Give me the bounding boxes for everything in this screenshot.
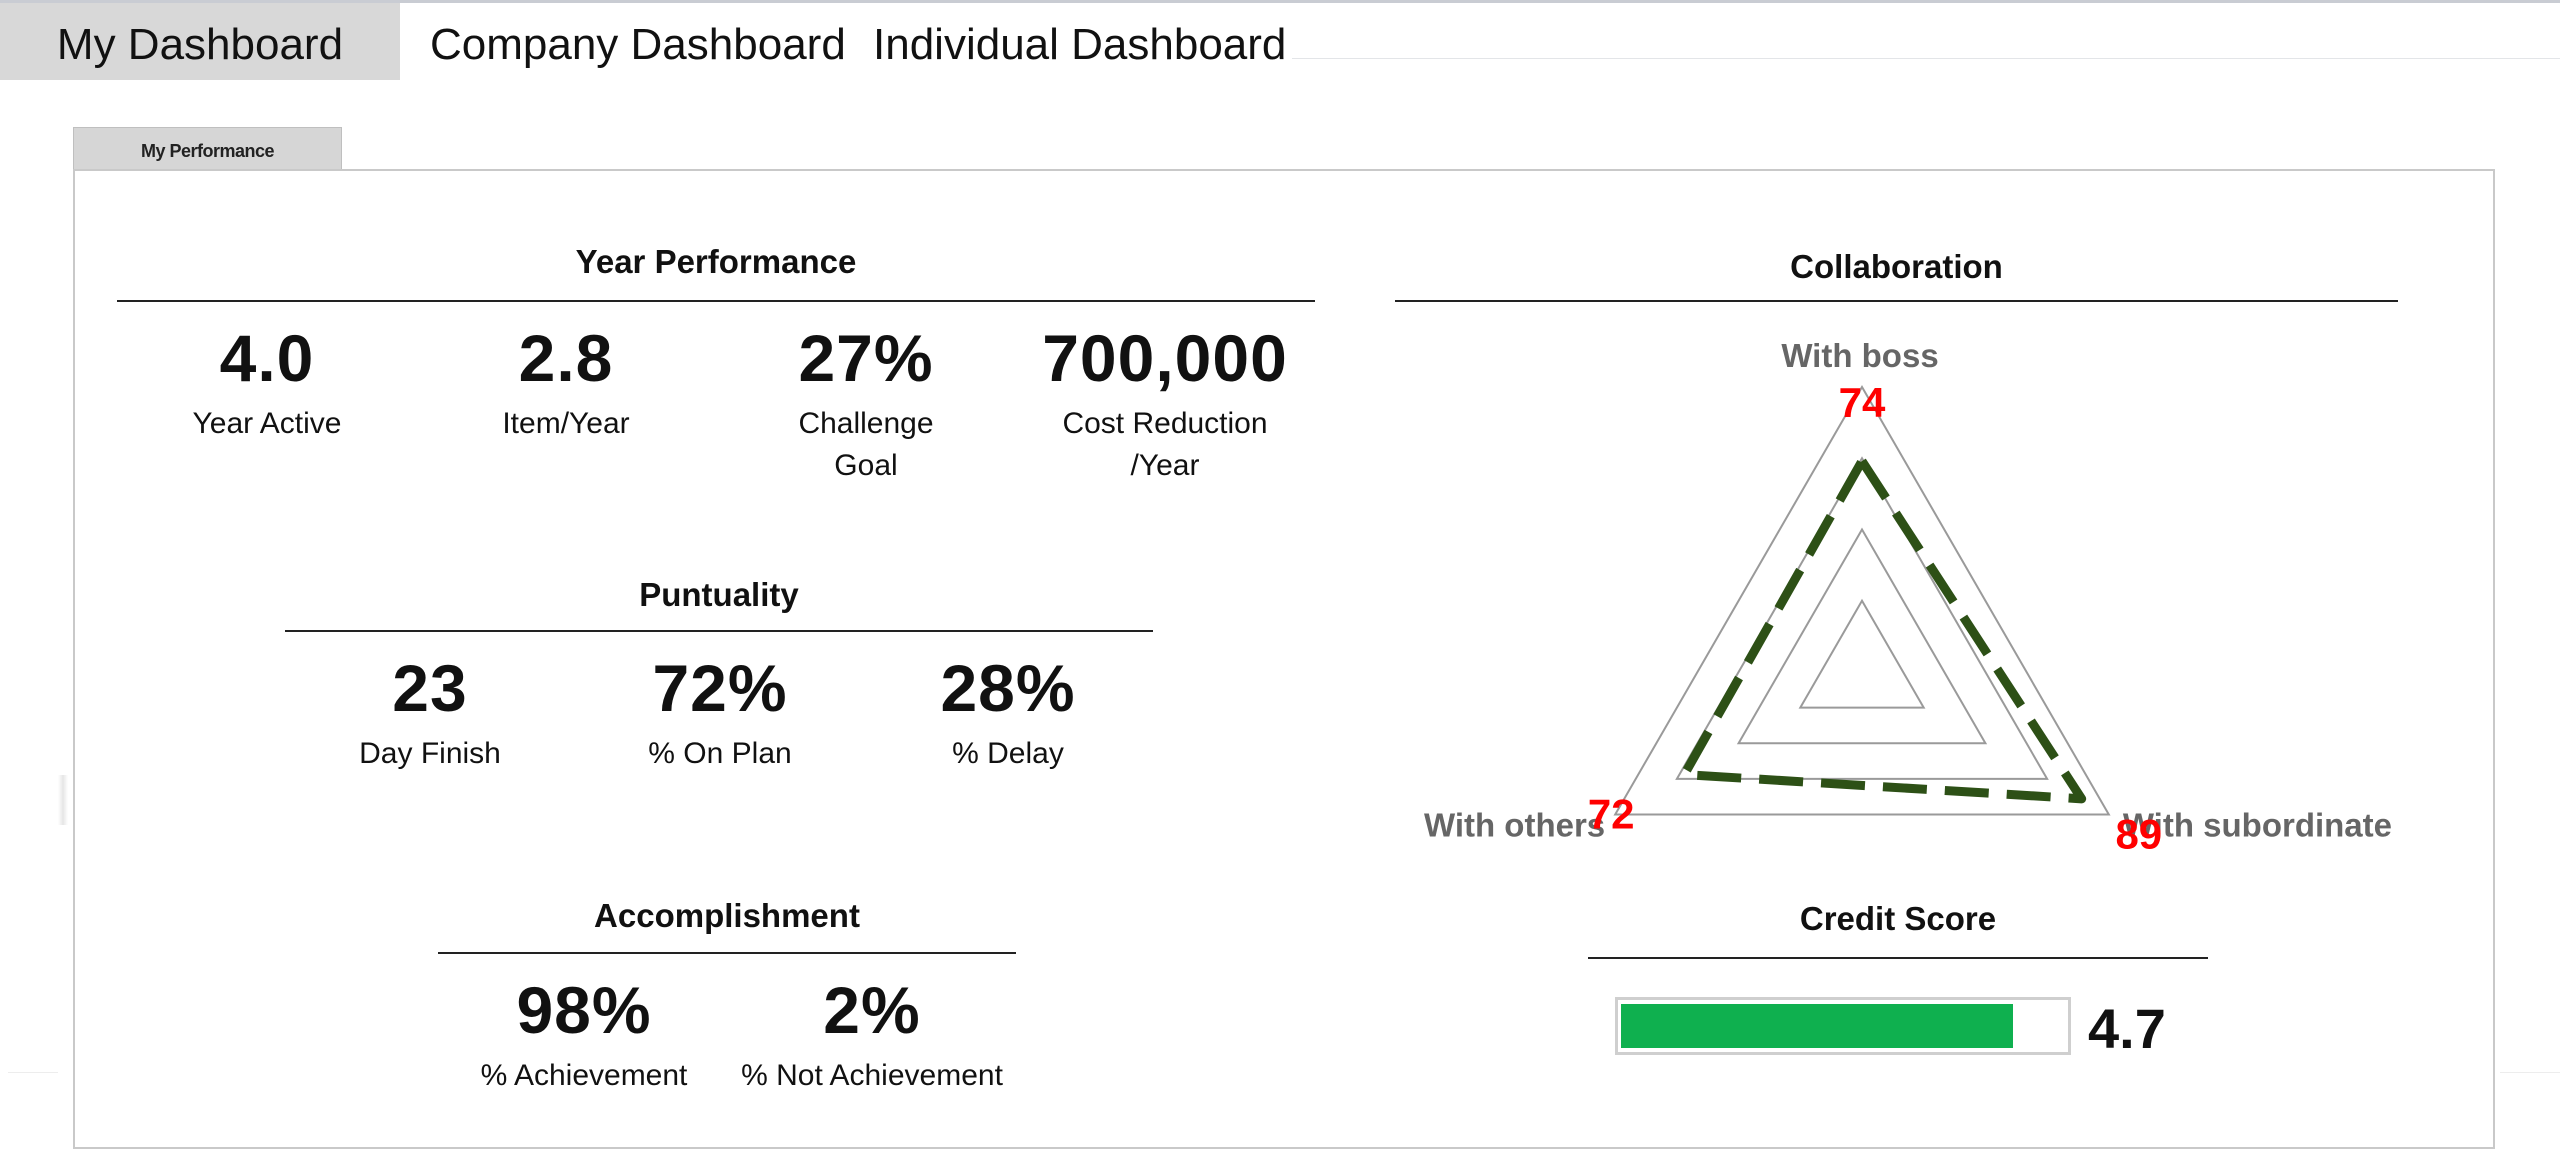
kpi-label: Day Finish — [359, 737, 501, 770]
kpi-value: 2.8 — [518, 321, 614, 395]
kpi-label: % Achievement — [480, 1059, 688, 1092]
credit-score-rule — [1588, 957, 2208, 959]
tab-bar-top-border — [0, 0, 2560, 3]
radar-value-label: 89 — [2115, 811, 2162, 858]
kpi-achievement: 98% % Achievement — [481, 975, 688, 1097]
tab-my-dashboard[interactable]: My Dashboard — [0, 3, 400, 80]
kpi-label: Challenge Goal — [798, 407, 934, 482]
credit-score-value: 4.7 — [2088, 997, 2166, 1060]
kpi-label: % Not Achievement — [741, 1059, 1003, 1092]
kpi-label: % Delay — [952, 737, 1064, 770]
kpi-value: 27% — [798, 321, 934, 395]
kpi-cost-reduction: 700,000 Cost Reduction /Year — [1042, 323, 1288, 487]
punctuality-rule — [285, 630, 1153, 632]
kpi-day-finish: 23 Day Finish — [359, 653, 501, 775]
year-performance-rule — [117, 300, 1315, 302]
faint-gridline-left — [8, 1072, 58, 1073]
radar-value-label: 74 — [1839, 379, 1886, 426]
faint-gridline-right — [2500, 1072, 2560, 1073]
punctuality-title: Puntuality — [639, 576, 799, 613]
kpi-value: 23 — [392, 651, 468, 725]
kpi-value: 2% — [823, 973, 921, 1047]
credit-score-title: Credit Score — [1799, 900, 1997, 937]
kpi-value: 700,000 — [1042, 321, 1288, 395]
kpi-challenge-goal: 27% Challenge Goal — [798, 323, 933, 487]
kpi-delay: 28% % Delay — [940, 653, 1075, 775]
kpi-not-achievement: 2% % Not Achievement — [741, 975, 1003, 1097]
performance-panel — [73, 169, 2495, 1149]
tab-company-dashboard[interactable]: Company Dashboard — [430, 20, 846, 69]
accomplishment-rule — [438, 952, 1016, 954]
kpi-item-per-year: 2.8 Item/Year — [502, 323, 629, 445]
radar-axis-label: With boss — [1781, 337, 1938, 374]
credit-score-bar-fill — [1621, 1004, 2013, 1048]
scroll-edge-shadow — [58, 775, 68, 825]
accomplishment-title: Accomplishment — [594, 897, 860, 934]
radar-series-line — [1679, 456, 2087, 804]
tab-individual-dashboard[interactable]: Individual Dashboard — [873, 20, 1287, 69]
radar-grid-ring — [1675, 456, 2049, 780]
kpi-label: % On Plan — [648, 737, 792, 770]
radar-grid-ring — [1736, 527, 1988, 745]
kpi-label: Cost Reduction /Year — [1062, 407, 1268, 482]
kpi-label: Year Active — [192, 407, 342, 440]
kpi-year-active: 4.0 Year Active — [193, 323, 342, 445]
kpi-value: 72% — [652, 651, 788, 725]
kpi-value: 28% — [940, 651, 1076, 725]
radar-grid-ring — [1798, 598, 1926, 709]
radar-axis-label: With subordinate — [2123, 807, 2392, 844]
kpi-label: Item/Year — [502, 407, 630, 440]
kpi-on-plan: 72% % On Plan — [648, 653, 791, 775]
tab-my-performance[interactable]: My Performance — [73, 127, 342, 171]
kpi-value: 98% — [516, 973, 652, 1047]
collaboration-title: Collaboration — [1790, 248, 2003, 285]
year-performance-title: Year Performance — [575, 243, 857, 280]
credit-score-bar — [1615, 997, 2071, 1055]
dashboard-tab-bar: My Dashboard Company Dashboard Individua… — [0, 0, 2560, 80]
kpi-value: 4.0 — [219, 321, 315, 395]
radar-axis-label: With others — [1424, 807, 1605, 844]
radar-value-label: 72 — [1588, 791, 1635, 838]
tab-bar-divider — [1292, 58, 2560, 59]
radar-grid-ring — [1613, 385, 2111, 816]
collaboration-rule — [1395, 300, 2398, 302]
